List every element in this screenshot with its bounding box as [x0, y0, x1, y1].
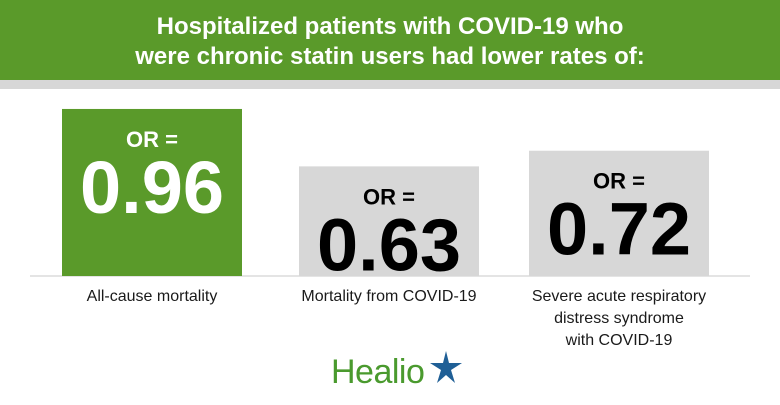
bar-3 — [529, 150, 709, 276]
title-line-1: Hospitalized patients with COVID-19 who — [156, 13, 624, 40]
header-banner: Hospitalized patients with COVID-19 who … — [0, 0, 780, 80]
category-label-2: Mortality from COVID-19 — [274, 286, 504, 308]
category-label-1-line-1: All-cause mortality — [86, 288, 218, 305]
bar-3-prefix: OR = — [593, 169, 645, 194]
category-label-3-line-1: Severe acute respiratory — [531, 288, 707, 305]
bar-2 — [299, 166, 479, 276]
star-icon — [430, 351, 462, 383]
bar-1-value: 0.96 — [80, 146, 224, 229]
bar-1 — [62, 108, 242, 277]
category-label-3: Severe acute respiratory distress syndrom… — [504, 286, 734, 352]
title-line-2: were chronic statin users had lower rate… — [135, 43, 645, 70]
logo-text: Healio — [331, 353, 425, 391]
bar-2-value: 0.63 — [317, 203, 461, 286]
bar-3-value: 0.72 — [547, 188, 691, 271]
category-label-1: All-cause mortality — [37, 286, 267, 308]
bar-1-prefix: OR = — [126, 127, 178, 152]
category-label-2-line-1: Mortality from COVID-19 — [301, 288, 477, 305]
category-label-3-line-3: with COVID-19 — [565, 332, 673, 349]
healio-logo: Healio — [331, 350, 471, 396]
category-label-3-line-2: distress syndrome — [554, 310, 684, 327]
header-divider — [0, 80, 780, 89]
bar-2-prefix: OR = — [363, 184, 415, 209]
